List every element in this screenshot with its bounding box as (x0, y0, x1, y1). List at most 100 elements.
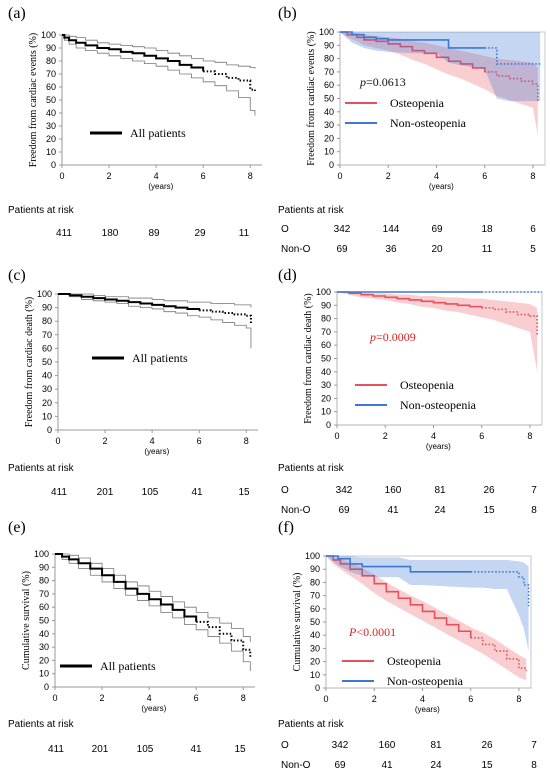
risk-value: 6 (530, 224, 536, 235)
risk-value: 411 (48, 744, 64, 755)
y-tick-label: 70 (42, 330, 52, 340)
risk-value: 8 (531, 505, 537, 516)
panel-label: (e) (8, 519, 26, 536)
x-tick-label: 4 (154, 171, 159, 181)
y-tick-label: 70 (46, 69, 56, 79)
risk-value: 29 (194, 228, 206, 239)
risk-value: 15 (483, 505, 495, 516)
all-patients-curve (55, 553, 198, 622)
panel-label: (d) (278, 267, 297, 284)
y-tick-label: 0 (315, 683, 320, 693)
panel-label: (c) (8, 267, 26, 284)
risk-value: 41 (387, 505, 399, 516)
risk-table-title: Patients at risk (278, 719, 345, 730)
y-tick-label: 80 (310, 577, 320, 587)
x-tick-label: 6 (479, 431, 484, 441)
osteopenia-curve-tail (470, 637, 527, 671)
y-tick-label: 70 (39, 589, 49, 599)
x-tick-label: 6 (197, 436, 202, 446)
risk-value: 41 (381, 760, 393, 771)
risk-value: 81 (434, 485, 446, 496)
osteopenia-ci-band (340, 32, 538, 136)
x-tick-label: 0 (55, 436, 60, 446)
y-tick-label: 50 (46, 95, 56, 105)
x-axis-unit: (years) (144, 447, 169, 456)
x-axis-unit: (years) (426, 442, 451, 451)
risk-value: 26 (483, 485, 495, 496)
y-tick-label: 70 (321, 327, 331, 337)
x-tick-label: 8 (241, 693, 246, 703)
legend-label: All patients (130, 126, 186, 140)
x-tick-label: 0 (52, 693, 57, 703)
osteopenia-ci-band (326, 556, 527, 681)
y-tick-label: 100 (41, 30, 56, 40)
legend-label: Non-osteopenia (387, 674, 464, 688)
y-tick-label: 10 (321, 407, 331, 417)
y-axis-label: Freedom from cardiac death (%) (24, 297, 35, 428)
risk-value: 201 (92, 744, 109, 755)
y-tick-label: 80 (324, 54, 334, 64)
x-axis-unit: (years) (429, 182, 454, 191)
x-axis-unit: (years) (415, 705, 440, 714)
legend-label: Osteopenia (387, 654, 442, 668)
y-tick-label: 50 (310, 617, 320, 627)
risk-value: 69 (334, 760, 346, 771)
y-tick-label: 70 (324, 67, 334, 77)
risk-value: 81 (430, 740, 442, 751)
all-patients-ci-upper (62, 34, 256, 69)
y-tick-label: 40 (42, 371, 52, 381)
panel-e: (e) 0 10 20 30 40 50 60 70 80 90 100 0 2 4 6 8 (years) Cum… (8, 519, 255, 755)
x-tick-label: 2 (100, 693, 105, 703)
y-tick-label: 0 (44, 682, 49, 692)
all-patients-ci-upper (55, 553, 251, 642)
y-tick-label: 90 (46, 43, 56, 53)
risk-value: 26 (481, 740, 493, 751)
risk-row-label: Non-O (281, 760, 311, 771)
y-tick-label: 50 (321, 354, 331, 364)
y-tick-label: 80 (46, 56, 56, 66)
osteopenia-curve (326, 555, 472, 638)
risk-row-label: Non-O (281, 505, 311, 516)
y-tick-label: 30 (46, 121, 56, 131)
risk-value: 15 (481, 760, 493, 771)
risk-value: 20 (431, 244, 443, 255)
y-tick-label: 100 (319, 27, 334, 37)
y-tick-label: 90 (42, 303, 52, 313)
x-axis-unit: (years) (148, 182, 173, 191)
y-tick-label: 40 (324, 107, 334, 117)
x-tick-label: 6 (482, 171, 487, 181)
risk-value: 8 (531, 760, 537, 771)
y-tick-label: 40 (39, 629, 49, 639)
y-tick-label: 0 (329, 160, 334, 170)
risk-value: 11 (482, 244, 493, 255)
risk-value: 342 (334, 224, 351, 235)
x-tick-label: 4 (431, 431, 436, 441)
non-osteopenia-curve (340, 31, 485, 49)
y-tick-label: 100 (34, 549, 49, 559)
non-osteopenia-curve (326, 555, 471, 573)
x-tick-label: 8 (527, 431, 532, 441)
y-tick-label: 10 (46, 147, 56, 157)
x-tick-label: 4 (147, 693, 152, 703)
x-tick-label: 8 (248, 171, 253, 181)
risk-value: 7 (531, 485, 537, 496)
y-tick-label: 90 (324, 40, 334, 50)
risk-table-title: Patients at risk (278, 205, 345, 216)
legend-label: Non-osteopenia (400, 398, 477, 412)
osteopenia-curve-tail (484, 71, 539, 103)
y-tick-label: 100 (305, 551, 320, 561)
panel-label: (a) (8, 5, 26, 22)
risk-value: 11 (239, 228, 250, 239)
risk-table-title: Patients at risk (8, 205, 75, 216)
risk-value: 160 (385, 485, 402, 496)
all-patients-curve (62, 34, 205, 72)
x-tick-label: 6 (201, 171, 206, 181)
x-tick-label: 6 (194, 693, 199, 703)
x-tick-label: 0 (323, 694, 328, 704)
all-patients-ci-lower (55, 553, 251, 672)
legend-label: Non-osteopenia (390, 116, 467, 130)
x-tick-label: 4 (434, 171, 439, 181)
y-tick-label: 50 (39, 616, 49, 626)
non-osteopenia-ci-band (340, 32, 541, 102)
x-tick-label: 8 (244, 436, 249, 446)
